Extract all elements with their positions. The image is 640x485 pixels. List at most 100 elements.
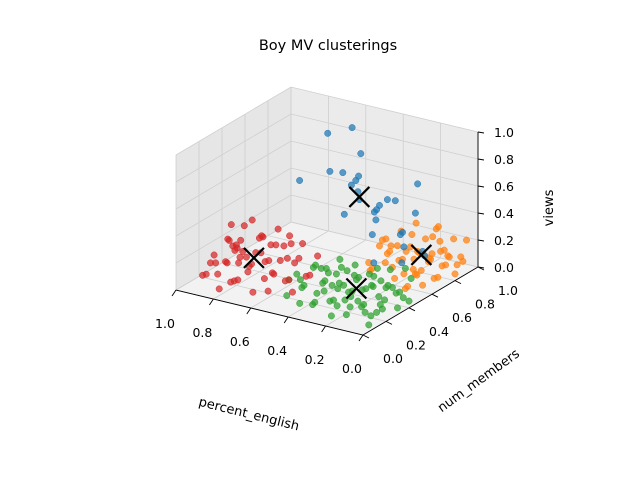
x-tick-label: 0.8 [192, 325, 212, 340]
scatter-point-series-2 [417, 267, 425, 274]
scatter-point-series-4 [283, 254, 291, 262]
scatter-point-series-4 [264, 287, 272, 295]
scatter-point-series-4 [234, 276, 242, 284]
scatter-point-series-3 [381, 296, 389, 304]
scatter-point-series-1 [370, 259, 378, 267]
scatter-point-series-2 [453, 261, 461, 269]
scatter-point-series-1 [296, 177, 304, 184]
centroid-marker [243, 247, 265, 269]
scatter-point-series-4 [235, 259, 243, 267]
scatter-point-series-3 [386, 266, 394, 274]
scatter-point-series-1 [376, 201, 383, 209]
left-wall-pane [176, 87, 291, 290]
scatter-point-series-3 [309, 263, 317, 271]
y-tick-label: 0.6 [452, 310, 472, 325]
scatter-point-series-4 [287, 240, 295, 248]
scatter-point-series-4 [240, 222, 248, 230]
scatter-point-series-3 [333, 302, 341, 310]
y-axis-line [362, 266, 479, 336]
scatter-point-series-3 [365, 270, 373, 278]
scatter-point-series-1 [391, 197, 399, 205]
x-tick-label: 0.2 [305, 352, 325, 367]
scatter-point-series-2 [401, 285, 409, 293]
scatter-point-series-3 [319, 279, 327, 287]
scatter-point-series-3 [296, 299, 304, 307]
scatter-point-series-2 [408, 231, 416, 238]
scatter-point-series-4 [299, 240, 307, 248]
z-tick [477, 185, 485, 188]
data-points [199, 124, 470, 329]
scatter-point-series-3 [322, 265, 330, 272]
scatter-point-series-4 [274, 225, 282, 233]
z-axis-title: views [542, 189, 557, 226]
scatter-point-series-3 [382, 284, 390, 292]
scatter-point-series-1 [326, 167, 334, 175]
x-tick [209, 298, 214, 306]
scatter-point-series-2 [432, 225, 440, 233]
scatter-point-series-3 [351, 261, 359, 269]
scatter-point-series-1 [398, 259, 406, 267]
x-tick-label: 0.0 [342, 361, 362, 376]
y-tick [408, 307, 416, 312]
scatter-point-series-4 [286, 232, 294, 240]
scatter-point-series-3 [342, 311, 350, 319]
z-tick [477, 158, 485, 161]
axis-lines [171, 131, 485, 342]
scatter-point-series-3 [296, 276, 304, 284]
scatter-point-series-3 [376, 301, 384, 309]
scatter-point-series-1 [383, 196, 391, 204]
scatter-point-series-4 [289, 288, 296, 296]
scatter-point-series-2 [436, 237, 444, 245]
scatter-point-series-1 [355, 172, 363, 180]
scatter-point-series-4 [237, 236, 245, 244]
scatter-point-series-1 [340, 210, 348, 218]
scatter-point-series-3 [328, 281, 336, 289]
scatter-point-series-3 [309, 301, 317, 309]
scatter-point-series-3 [327, 312, 335, 320]
scatter-point-series-4 [260, 275, 268, 283]
scatter-point-series-3 [346, 303, 354, 311]
scatter-point-series-1 [372, 216, 380, 224]
scatter-point-series-3 [399, 294, 407, 302]
z-grid-line [175, 86, 479, 156]
scatter-point-series-3 [367, 312, 375, 320]
scatter-point-series-3 [375, 293, 383, 301]
z-tick [477, 239, 485, 242]
scatter-point-series-1 [414, 180, 422, 188]
scatter-point-series-3 [377, 277, 385, 285]
scatter-point-series-2 [376, 242, 383, 250]
scatter-point-series-2 [445, 253, 453, 261]
scatter-point-series-3 [293, 270, 301, 278]
z-tick [477, 212, 485, 215]
scatter-point-series-3 [407, 275, 415, 282]
scatter-point-series-3 [337, 263, 345, 271]
scatter-point-series-2 [442, 261, 450, 269]
scatter-point-series-2 [434, 273, 442, 281]
y-tick-label: 0.0 [383, 351, 403, 366]
x-tick [171, 289, 177, 297]
scatter-point-series-3 [401, 264, 409, 272]
scatter-point-series-3 [283, 292, 291, 300]
chart-title: Boy MV clusterings [259, 38, 397, 54]
scatter-point-series-4 [280, 242, 288, 250]
scatter-point-series-4 [285, 276, 293, 284]
y-axis-title: num_members [435, 346, 523, 415]
scatter-point-series-3 [358, 303, 366, 311]
scatter-point-series-1 [324, 129, 332, 137]
scatter-point-series-2 [429, 233, 437, 241]
scatter-point-series-3 [373, 308, 381, 316]
scatter-point-series-2 [413, 271, 421, 279]
scatter-point-series-4 [265, 257, 273, 265]
scatter-point-series-2 [393, 242, 401, 250]
scatter-point-series-1 [348, 124, 356, 132]
scatter-point-series-4 [272, 241, 280, 249]
x-tick [321, 325, 326, 333]
scatter-point-series-4 [291, 259, 299, 267]
axis-panes [176, 87, 478, 335]
scatter-point-series-2 [428, 250, 436, 258]
scatter-point-series-2 [457, 253, 465, 261]
scatter-point-series-2 [440, 246, 448, 254]
y-tick-label: 1.0 [498, 283, 518, 298]
x-tick-label: 0.4 [267, 343, 287, 358]
